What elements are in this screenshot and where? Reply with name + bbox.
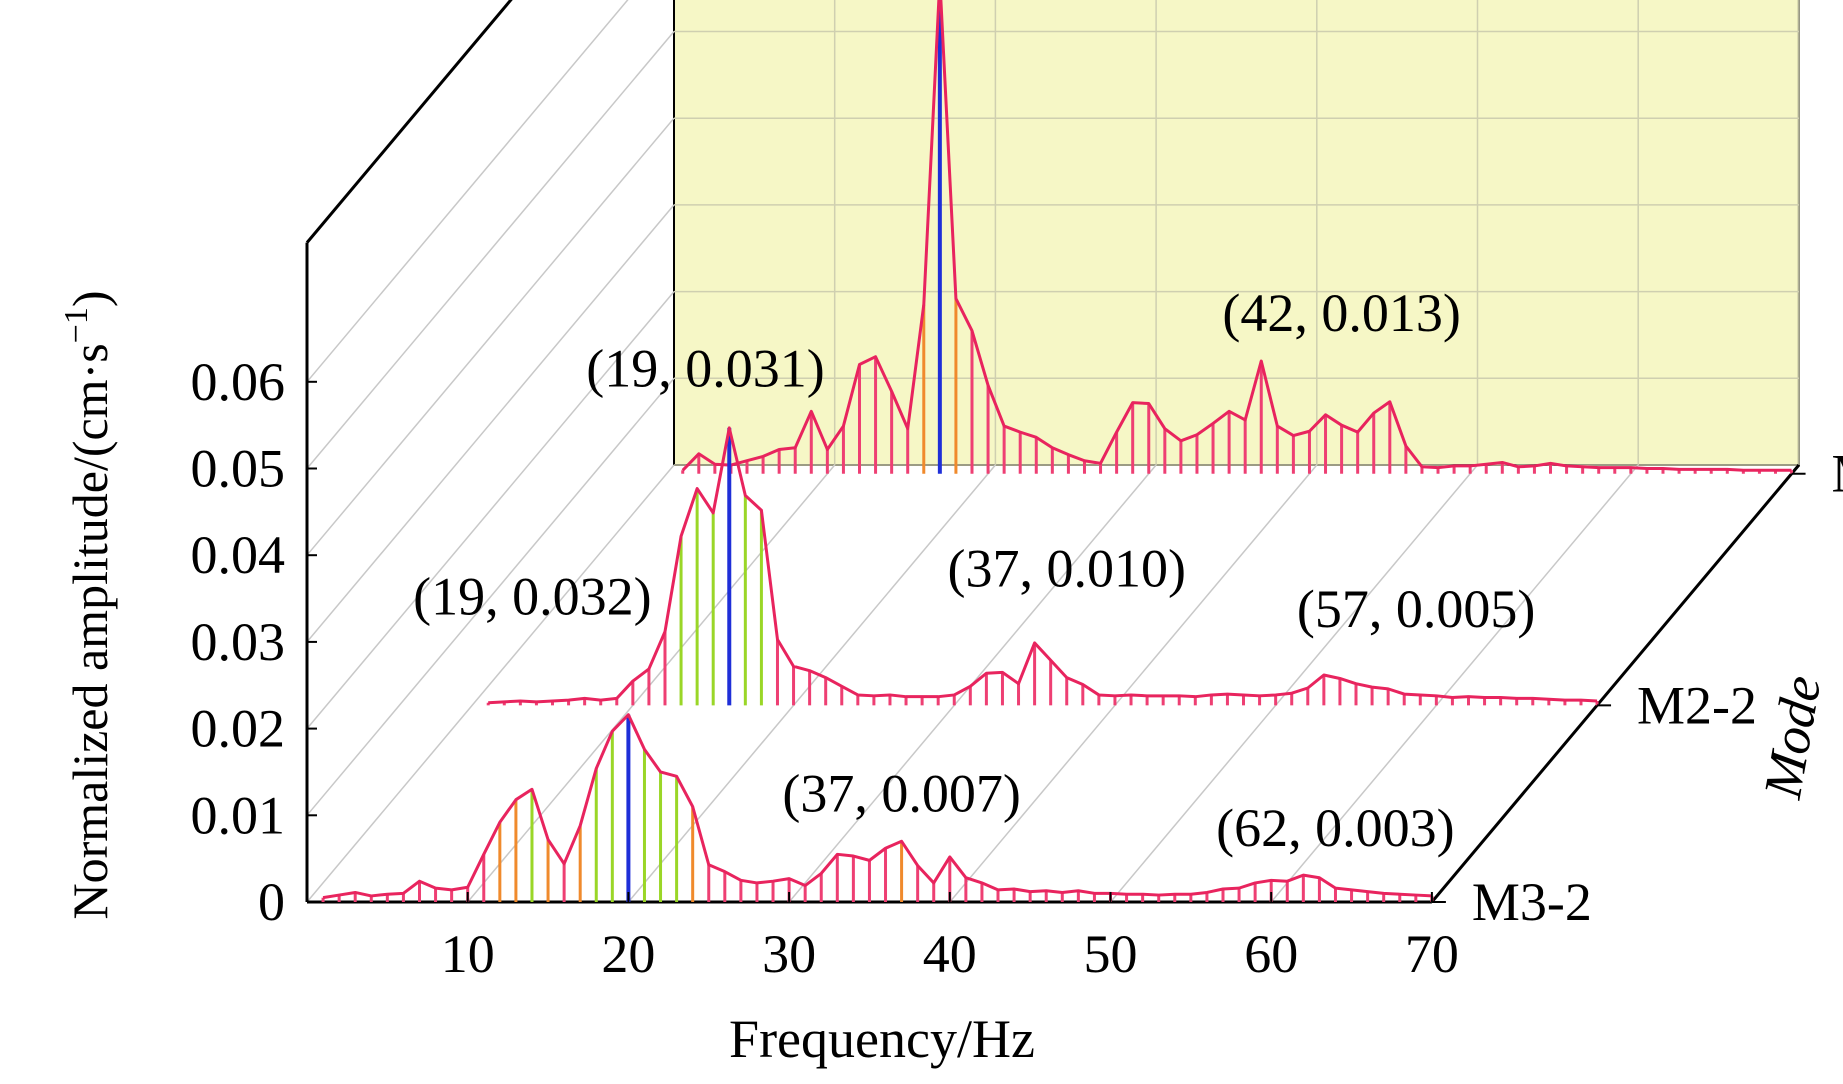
x-tick-label: 60 — [1244, 924, 1298, 984]
mode-tick-label: M2-2 — [1637, 675, 1757, 735]
side-grid — [306, 204, 675, 643]
mode-axis-label: Mode — [1752, 671, 1833, 803]
peak-annotation: (19, 0.032) — [413, 567, 651, 627]
top-depth-edge — [305, 0, 513, 244]
x-tick-label: 20 — [601, 924, 655, 984]
back-wall — [673, 0, 1800, 466]
floor-grid — [467, 464, 836, 903]
side-grid — [306, 464, 675, 903]
series-m2-2 — [486, 426, 1599, 706]
spectrum-line — [322, 713, 1432, 900]
y-axis-label-close: ) — [62, 290, 118, 307]
side-grid — [306, 0, 512, 244]
series-m1-2 — [681, 0, 1794, 474]
x-tick-label: 10 — [441, 924, 495, 984]
y-tick-label: 0.05 — [191, 439, 286, 499]
x-tick-label: 70 — [1405, 924, 1459, 984]
spectrum-line — [681, 0, 1792, 472]
floor-grid — [627, 464, 996, 903]
y-tick-label: 0.04 — [191, 525, 286, 585]
peak-annotation: (62, 0.003) — [1216, 798, 1454, 858]
peak-annotation: (57, 0.005) — [1297, 579, 1535, 639]
side-grid — [306, 377, 675, 816]
x-tick-label: 50 — [1084, 924, 1138, 984]
peak-annotation: (37, 0.010) — [948, 539, 1186, 599]
y-axis-label-sup: −1 — [58, 307, 95, 343]
mode-tick-label: M3-2 — [1472, 872, 1592, 932]
y-tick-label: 0.03 — [191, 612, 286, 672]
y-tick-label: 0 — [258, 872, 285, 932]
y-tick-label: 0.02 — [191, 699, 286, 759]
peak-annotation: (42, 0.013) — [1222, 283, 1460, 343]
series-layer — [321, 0, 1794, 902]
x-tick-label: 30 — [762, 924, 816, 984]
floor-grid — [1270, 464, 1639, 903]
tick-layer: 10 20 30 40 50 60 70 0 0.01 0.02 0.03 0.04 0.05 0.06 M… — [191, 352, 1843, 984]
side-grid — [306, 117, 675, 556]
y-tick-label: 0.06 — [191, 352, 286, 412]
x-axis-label: Frequency/Hz — [729, 1009, 1035, 1069]
peak-annotation: (37, 0.007) — [782, 763, 1020, 823]
side-grid — [306, 0, 629, 383]
y-axis-label: Normalized amplitude/(cm·s−1) — [58, 290, 118, 919]
mode-tick-label: M1-2 — [1832, 444, 1843, 504]
x-tick-label: 40 — [923, 924, 977, 984]
annotation-layer: (20, 0.057)(42, 0.013)(19, 0.031)(37, 0.… — [413, 283, 1535, 858]
side-grid — [306, 31, 675, 469]
peak-annotation: (19, 0.031) — [586, 339, 824, 399]
spectrum-line — [488, 426, 1598, 705]
y-tick-label: 0.01 — [191, 785, 286, 845]
series-m3-2 — [321, 713, 1434, 902]
floor-grid — [1109, 464, 1479, 903]
y-axis-label-text: Normalized amplitude/(cm·s — [62, 343, 118, 919]
mode-axis-line — [1430, 464, 1801, 903]
floor-grid — [949, 464, 1318, 903]
side-grid — [306, 291, 675, 730]
